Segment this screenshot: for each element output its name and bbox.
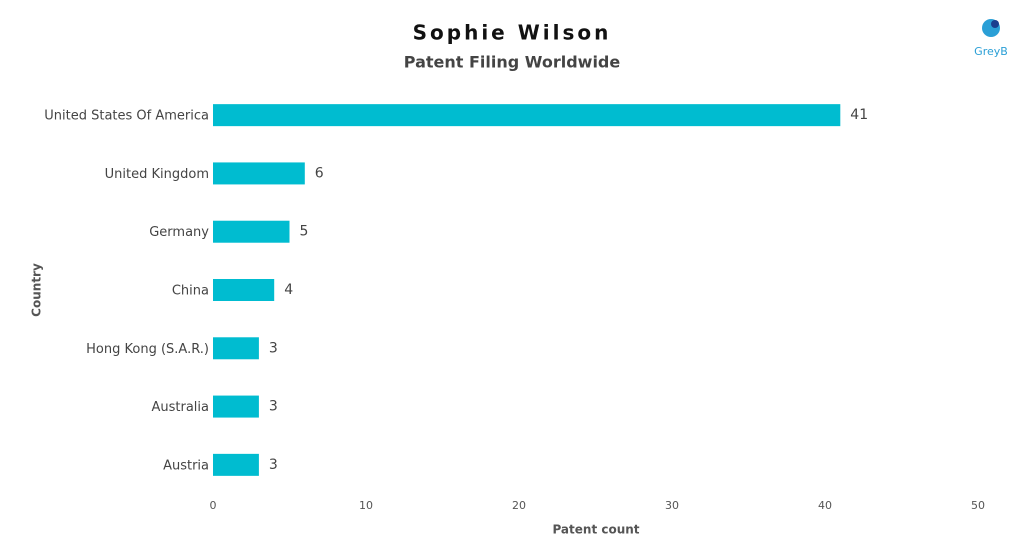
chart-title: Sophie Wilson	[413, 21, 612, 45]
value-label: 3	[269, 340, 278, 356]
x-tick-label: 30	[665, 499, 679, 512]
x-tick-label: 0	[210, 499, 217, 512]
x-tick-label: 40	[818, 499, 832, 512]
bar	[213, 220, 290, 243]
y-tick-label: China	[172, 284, 209, 299]
y-tick-label: United States Of America	[44, 109, 209, 124]
x-tick-label: 20	[512, 499, 526, 512]
x-tick-label: 50	[971, 499, 985, 512]
bar	[213, 279, 275, 301]
bar	[213, 337, 259, 360]
bar	[213, 395, 259, 418]
y-tick-label: Austria	[163, 458, 209, 473]
logo-icon-dot	[991, 20, 999, 28]
value-label: 5	[300, 224, 309, 240]
chart-subtitle: Patent Filing Worldwide	[404, 53, 621, 72]
x-tick-label: 10	[359, 499, 373, 512]
y-tick-label: United Kingdom	[105, 167, 209, 182]
logo: GreyB	[974, 19, 1008, 58]
bar	[213, 104, 841, 127]
logo-text: GreyB	[974, 45, 1008, 58]
y-axis-label: Country	[30, 263, 44, 317]
x-axis-label: Patent count	[552, 523, 639, 537]
y-tick-label: Hong Kong (S.A.R.)	[86, 342, 209, 357]
value-label: 6	[315, 165, 324, 181]
y-tick-label: Australia	[151, 400, 209, 415]
value-label: 3	[269, 399, 278, 415]
value-label: 3	[269, 457, 278, 473]
value-label: 4	[284, 282, 293, 298]
bar	[213, 162, 305, 185]
y-tick-label: Germany	[149, 225, 209, 240]
value-label: 41	[850, 107, 868, 123]
bar	[213, 453, 259, 476]
